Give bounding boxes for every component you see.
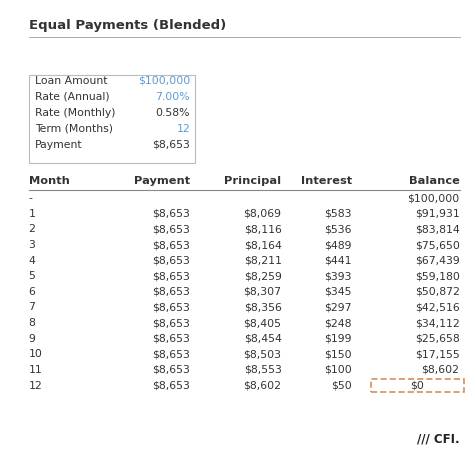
Text: $67,439: $67,439 xyxy=(415,256,459,266)
Text: $75,650: $75,650 xyxy=(415,240,459,250)
Text: $8,653: $8,653 xyxy=(152,209,190,219)
FancyBboxPatch shape xyxy=(28,75,195,164)
Text: $8,259: $8,259 xyxy=(244,271,282,281)
Text: Payment: Payment xyxy=(35,140,82,150)
Text: $8,653: $8,653 xyxy=(152,224,190,234)
Text: 1: 1 xyxy=(28,209,36,219)
Text: $8,405: $8,405 xyxy=(244,318,282,328)
Text: Loan Amount: Loan Amount xyxy=(35,76,107,86)
Text: 12: 12 xyxy=(28,381,42,391)
Text: $536: $536 xyxy=(324,224,352,234)
Text: $8,164: $8,164 xyxy=(244,240,282,250)
Text: $8,653: $8,653 xyxy=(152,140,190,150)
Text: $8,503: $8,503 xyxy=(244,349,282,360)
Text: $8,307: $8,307 xyxy=(244,287,282,297)
Text: $8,602: $8,602 xyxy=(244,381,282,391)
Text: $583: $583 xyxy=(324,209,352,219)
Text: 6: 6 xyxy=(28,287,36,297)
Text: /// CFI.: /// CFI. xyxy=(417,432,459,445)
Text: $25,658: $25,658 xyxy=(415,334,459,344)
Text: $150: $150 xyxy=(324,349,352,360)
Text: Payment: Payment xyxy=(134,176,190,186)
Text: $83,814: $83,814 xyxy=(415,224,459,234)
Text: $59,180: $59,180 xyxy=(415,271,459,281)
Text: $8,069: $8,069 xyxy=(244,209,282,219)
Text: $8,116: $8,116 xyxy=(244,224,282,234)
Text: Balance: Balance xyxy=(409,176,459,186)
Text: $8,454: $8,454 xyxy=(244,334,282,344)
FancyBboxPatch shape xyxy=(371,379,464,392)
Text: Term (Months): Term (Months) xyxy=(35,124,113,134)
Text: Equal Payments (Blended): Equal Payments (Blended) xyxy=(28,19,226,32)
Text: Rate (Monthly): Rate (Monthly) xyxy=(35,108,115,118)
Text: Interest: Interest xyxy=(301,176,352,186)
Text: $0: $0 xyxy=(410,381,424,391)
Text: $248: $248 xyxy=(324,318,352,328)
Text: $8,653: $8,653 xyxy=(152,256,190,266)
Text: $199: $199 xyxy=(324,334,352,344)
Text: 9: 9 xyxy=(28,334,36,344)
Text: $91,931: $91,931 xyxy=(415,209,459,219)
Text: -: - xyxy=(28,193,32,203)
Text: 11: 11 xyxy=(28,365,42,375)
Text: 10: 10 xyxy=(28,349,42,360)
Text: $42,516: $42,516 xyxy=(415,302,459,312)
Text: Rate (Annual): Rate (Annual) xyxy=(35,92,109,102)
Text: $8,653: $8,653 xyxy=(152,240,190,250)
Text: $8,602: $8,602 xyxy=(421,365,459,375)
Text: 2: 2 xyxy=(28,224,36,234)
Text: $8,653: $8,653 xyxy=(152,271,190,281)
Text: $8,211: $8,211 xyxy=(244,256,282,266)
Text: 8: 8 xyxy=(28,318,36,328)
Text: $8,653: $8,653 xyxy=(152,318,190,328)
Text: 5: 5 xyxy=(28,271,36,281)
Text: $8,553: $8,553 xyxy=(244,365,282,375)
Text: $489: $489 xyxy=(324,240,352,250)
Text: 0.58%: 0.58% xyxy=(155,108,190,118)
Text: 12: 12 xyxy=(176,124,190,134)
Text: 3: 3 xyxy=(28,240,36,250)
Text: $8,356: $8,356 xyxy=(244,302,282,312)
Text: $100,000: $100,000 xyxy=(138,76,190,86)
Text: $8,653: $8,653 xyxy=(152,381,190,391)
Text: $100,000: $100,000 xyxy=(407,193,459,203)
Text: $8,653: $8,653 xyxy=(152,287,190,297)
Text: $100: $100 xyxy=(324,365,352,375)
Text: $297: $297 xyxy=(324,302,352,312)
Text: $8,653: $8,653 xyxy=(152,302,190,312)
Text: $50: $50 xyxy=(331,381,352,391)
Text: $8,653: $8,653 xyxy=(152,365,190,375)
Text: 7: 7 xyxy=(28,302,36,312)
Text: Principal: Principal xyxy=(224,176,282,186)
Text: $8,653: $8,653 xyxy=(152,349,190,360)
Text: $34,112: $34,112 xyxy=(415,318,459,328)
Text: $50,872: $50,872 xyxy=(415,287,459,297)
Text: $393: $393 xyxy=(324,271,352,281)
Text: Month: Month xyxy=(28,176,69,186)
Text: 4: 4 xyxy=(28,256,36,266)
Text: $441: $441 xyxy=(324,256,352,266)
Text: $8,653: $8,653 xyxy=(152,334,190,344)
Text: 7.00%: 7.00% xyxy=(155,92,190,102)
Text: $345: $345 xyxy=(324,287,352,297)
Text: $17,155: $17,155 xyxy=(415,349,459,360)
